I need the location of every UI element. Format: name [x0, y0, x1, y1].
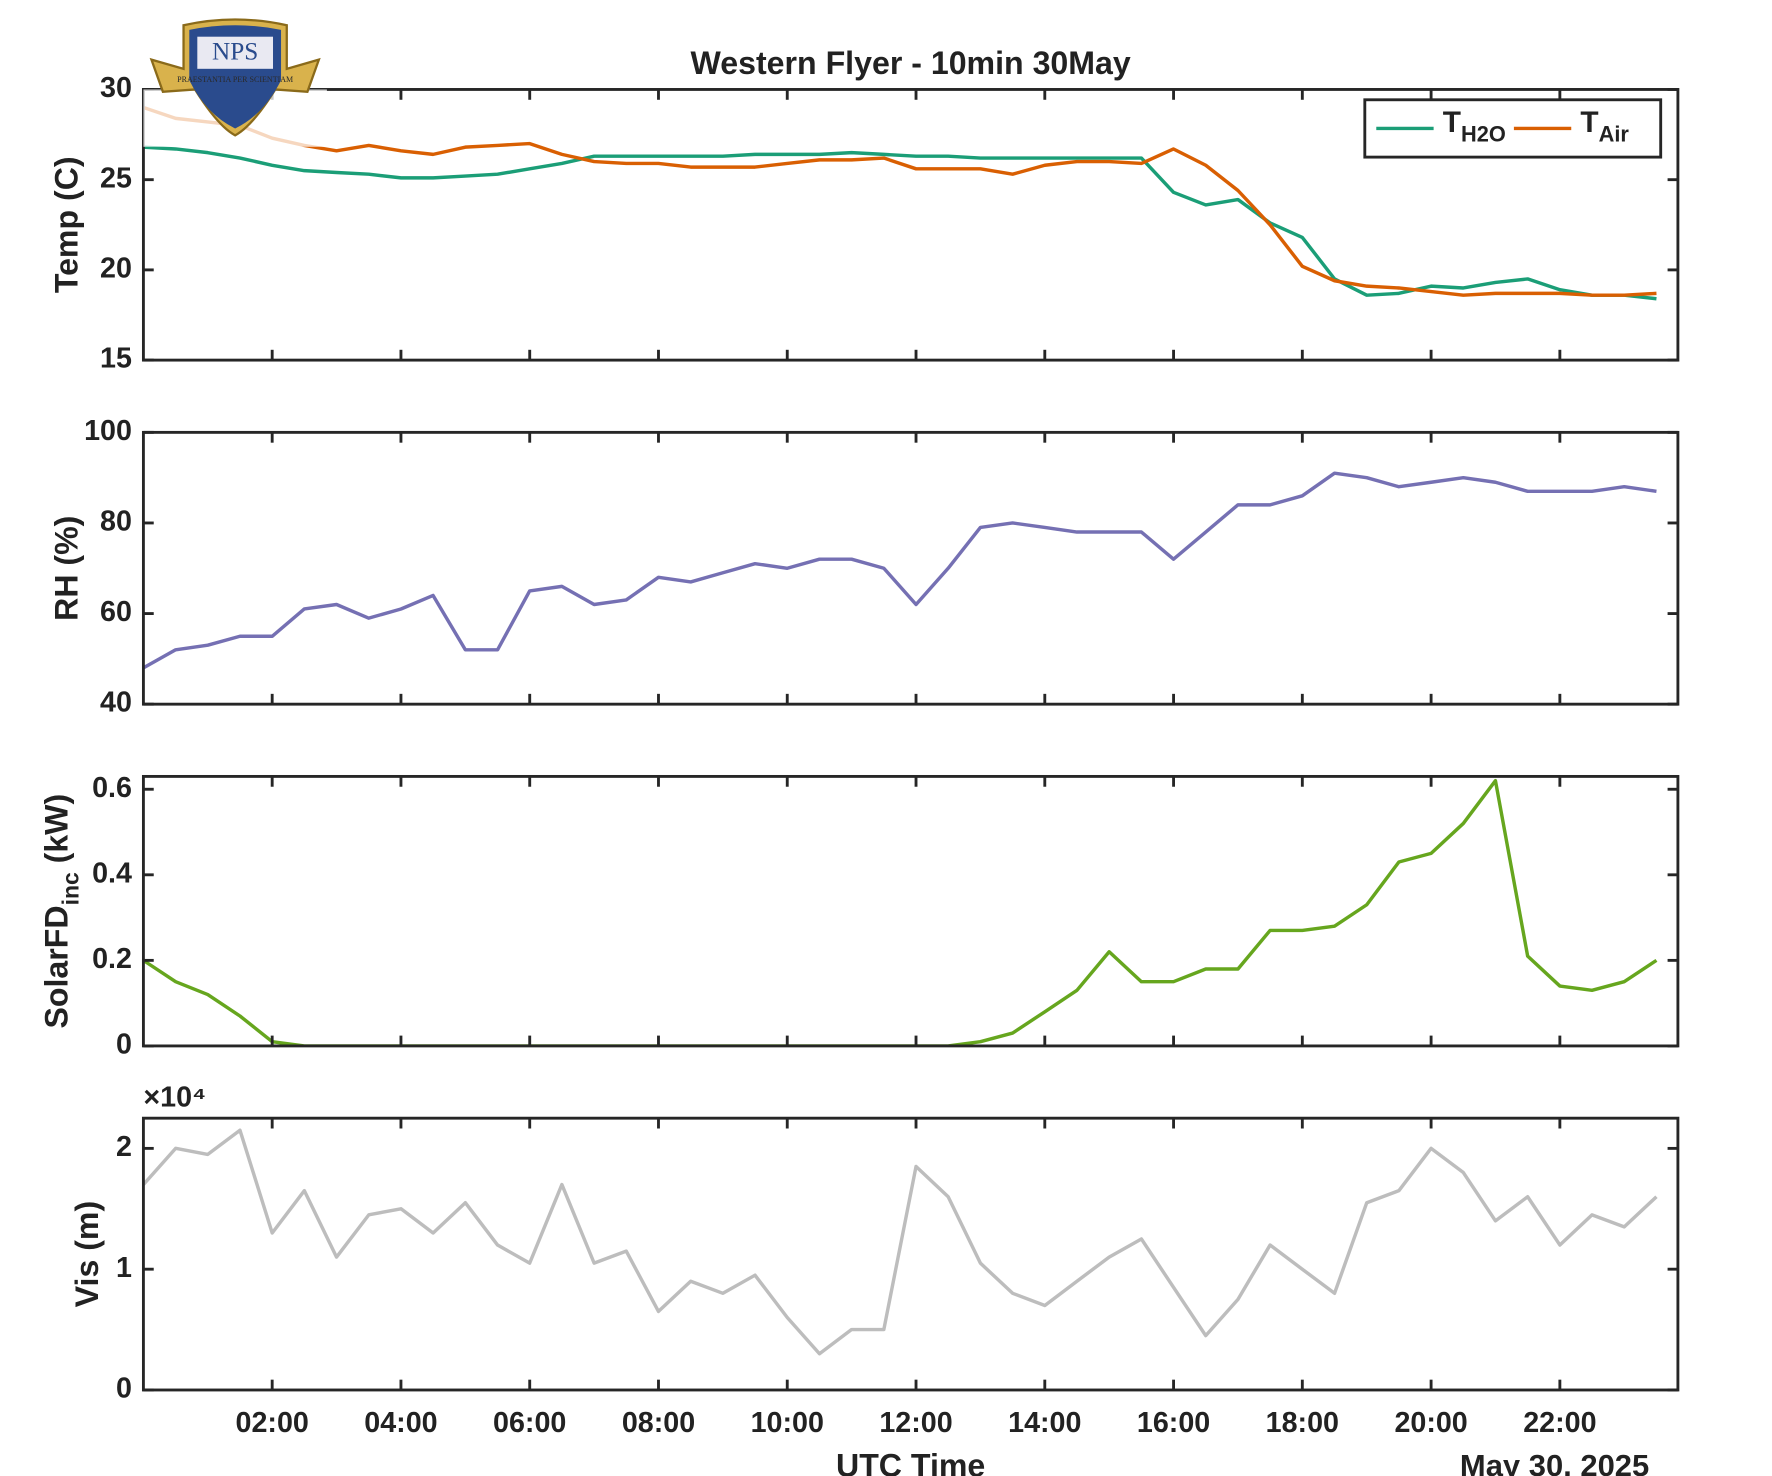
y-multiplier: ×10⁴ — [143, 1081, 206, 1113]
series-line — [143, 145, 1657, 301]
y-tick-label: 20 — [100, 252, 132, 284]
y-tick-label: 0.4 — [92, 857, 132, 889]
y-tick-label: 1 — [116, 1252, 132, 1284]
x-tick-label: 12:00 — [879, 1407, 952, 1439]
y-axis-label-part: inc — [58, 872, 84, 905]
y-tick-label: 40 — [100, 687, 132, 719]
chart-title: Western Flyer - 10min 30May — [691, 45, 1131, 81]
y-tick-label: 80 — [100, 506, 132, 538]
x-tick-label: 20:00 — [1394, 1407, 1467, 1439]
plot-area — [143, 778, 1658, 1046]
axes-box — [141, 88, 1680, 362]
y-tick-label: 0 — [116, 1029, 132, 1061]
x-tick-label: 10:00 — [751, 1407, 824, 1439]
legend-label: TH2O — [1443, 106, 1506, 146]
series-line — [143, 471, 1657, 670]
y-tick-label: 0.6 — [92, 772, 132, 804]
plot-area — [143, 105, 1657, 301]
y-axis-label-part: SolarFD — [39, 905, 75, 1028]
x-tick-label: 22:00 — [1523, 1407, 1596, 1439]
y-tick-label: 2 — [116, 1131, 132, 1163]
plot-area — [143, 1128, 1658, 1356]
legend-label: TAir — [1580, 106, 1629, 146]
x-tick-label: 16:00 — [1137, 1407, 1210, 1439]
y-tick-label: 0 — [116, 1373, 132, 1405]
y-tick-label: 60 — [100, 596, 132, 628]
y-axis-label: RH (%) — [48, 516, 84, 621]
y-tick-label: 100 — [84, 415, 132, 447]
y-tick-label: 25 — [100, 162, 132, 194]
axes-box — [141, 430, 1680, 706]
y-tick-label: 30 — [100, 72, 132, 104]
y-tick-label: 15 — [100, 343, 132, 375]
x-tick-label: 14:00 — [1008, 1407, 1081, 1439]
x-axis-label: UTC Time — [836, 1447, 985, 1476]
logo-motto: PRAESTANTIA PER SCIENTIAM — [177, 75, 293, 84]
logo: NPS PRAESTANTIA PER SCIENTIAM — [143, 18, 327, 147]
y-axis-label-part: (kW) — [39, 794, 75, 872]
x-tick-label: 08:00 — [622, 1407, 695, 1439]
series-line — [143, 778, 1658, 1046]
logo-text: NPS — [212, 39, 258, 66]
axes-box — [141, 1116, 1680, 1392]
x-tick-label: 04:00 — [364, 1407, 437, 1439]
x-tick-label: 02:00 — [236, 1407, 309, 1439]
y-tick-label: 0.2 — [92, 943, 132, 975]
x-tick-label: 18:00 — [1266, 1407, 1339, 1439]
x-tick-label: 06:00 — [493, 1407, 566, 1439]
series-line — [143, 105, 1657, 297]
y-axis-label: Temp (C) — [48, 156, 84, 293]
y-axis-label: Vis (m) — [69, 1201, 105, 1307]
axes-box — [141, 774, 1680, 1048]
plot-area — [143, 471, 1657, 670]
series-line — [143, 1128, 1658, 1356]
logo-plate — [197, 36, 274, 69]
date-label: May 30, 2025 — [1460, 1448, 1649, 1476]
y-axis-label: SolarFDinc (kW) — [39, 794, 84, 1029]
